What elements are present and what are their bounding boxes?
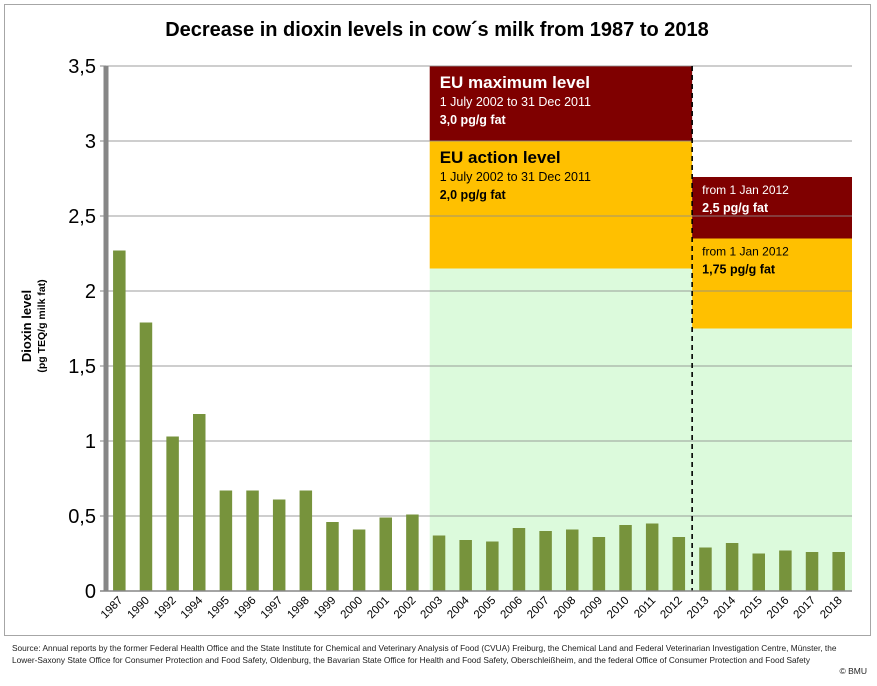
bar-2001 [379, 517, 392, 591]
x-tick-label-2001: 2001 [365, 595, 392, 622]
bar-2003 [432, 535, 446, 591]
limit-value-action: 2,0 pg/g fat [440, 188, 507, 202]
x-tick-label-1987: 1987 [99, 595, 126, 622]
limit-band-maximum-2 [692, 177, 852, 239]
x-tick-label-2006: 2006 [499, 595, 526, 622]
bar-2006 [512, 528, 526, 591]
bar-2004 [459, 540, 472, 591]
x-tick-label-2016: 2016 [765, 595, 792, 622]
y-tick-label: 1,5 [68, 356, 96, 378]
limit-dates-action: 1 July 2002 to 31 Dec 2011 [440, 170, 591, 184]
bar-2002 [406, 514, 419, 591]
x-tick-label-1999: 1999 [312, 595, 339, 622]
bar-2000 [352, 529, 366, 591]
bar-1997 [272, 499, 286, 591]
bar-2007 [539, 531, 552, 591]
x-tick-label-2002: 2002 [392, 595, 419, 622]
x-tick-label-1994: 1994 [179, 594, 206, 621]
x-tick-label-1992: 1992 [152, 595, 179, 622]
limit-band-maximum-1 [429, 66, 693, 141]
bar-2008 [566, 529, 579, 591]
bar-1992 [166, 436, 179, 591]
limit-band-action-2 [692, 238, 852, 329]
x-tick-label-2005: 2005 [472, 595, 499, 622]
bar-1990 [139, 322, 153, 591]
bar-2009 [592, 537, 606, 591]
x-tick-label-2015: 2015 [738, 595, 765, 622]
y-tick-label: 1 [85, 431, 96, 453]
safe-zone-period-2 [692, 328, 852, 591]
x-tick-label-2007: 2007 [525, 595, 552, 622]
x-tick-label-2018: 2018 [818, 595, 845, 622]
chart-title: Decrease in dioxin levels in cow´s milk … [165, 19, 709, 41]
bar-1987 [113, 250, 126, 591]
x-tick-label-2000: 2000 [339, 595, 366, 622]
bar-2014 [725, 543, 739, 591]
y-tick-label: 2 [85, 281, 96, 303]
x-tick-label-2010: 2010 [605, 595, 632, 622]
y-tick-label: 0 [85, 581, 96, 603]
bar-2012 [672, 537, 686, 591]
x-tick-label-1990: 1990 [126, 595, 153, 622]
limit-value-maximum: 3,0 pg/g fat [440, 113, 507, 127]
bar-2018 [832, 552, 845, 591]
bar-1998 [299, 490, 313, 591]
x-tick-label-1997: 1997 [259, 595, 286, 622]
bar-2013 [699, 547, 712, 591]
y-axis-label: Dioxin level [19, 290, 34, 362]
x-tick-label-2009: 2009 [578, 595, 605, 622]
copyright-credit: © BMU [839, 666, 867, 676]
x-tick-label-2011: 2011 [632, 595, 658, 621]
bar-1995 [219, 490, 233, 591]
bar-1999 [326, 522, 339, 591]
limit-dates-2012-action: from 1 Jan 2012 [702, 245, 789, 259]
y-tick-label: 0,5 [68, 506, 96, 528]
bar-2015 [752, 553, 765, 591]
x-tick-label-2008: 2008 [552, 595, 579, 622]
x-tick-label-2004: 2004 [445, 594, 472, 621]
y-tick-label: 3 [85, 131, 96, 153]
x-tick-label-1996: 1996 [232, 595, 259, 622]
x-tick-label-2013: 2013 [685, 595, 712, 622]
limit-dates-maximum: 1 July 2002 to 31 Dec 2011 [440, 95, 591, 109]
y-axis-unit: (pg TEQ/g milk fat) [36, 279, 48, 372]
y-tick-label: 3,5 [68, 56, 96, 78]
chart-frame [4, 4, 871, 636]
bar-1994 [193, 414, 206, 591]
y-tick-label: 2,5 [68, 206, 96, 228]
x-tick-label-1998: 1998 [285, 595, 312, 622]
limit-title-action: EU action level [440, 148, 561, 167]
source-note: Source: Annual reports by the former Fed… [12, 643, 837, 665]
limit-value-2012-action: 1,75 pg/g fat [702, 263, 776, 277]
bar-2010 [619, 525, 632, 591]
limit-dates-2012-maximum: from 1 Jan 2012 [702, 183, 789, 197]
limit-value-2012-maximum: 2,5 pg/g fat [702, 201, 769, 215]
limit-title-maximum: EU maximum level [440, 73, 590, 92]
bar-1996 [246, 490, 259, 591]
x-tick-label-2017: 2017 [792, 595, 819, 622]
dioxin-bar-chart: Decrease in dioxin levels in cow´s milk … [19, 19, 852, 622]
x-tick-label-2003: 2003 [419, 595, 446, 622]
bar-2016 [779, 550, 792, 591]
x-tick-label-2012: 2012 [658, 595, 685, 622]
bar-2011 [645, 523, 659, 591]
limit-band-action-1 [429, 141, 693, 269]
x-tick-label-2014: 2014 [712, 594, 739, 621]
x-tick-label-1995: 1995 [205, 595, 232, 622]
bar-2017 [805, 552, 819, 591]
bar-2005 [486, 541, 499, 591]
